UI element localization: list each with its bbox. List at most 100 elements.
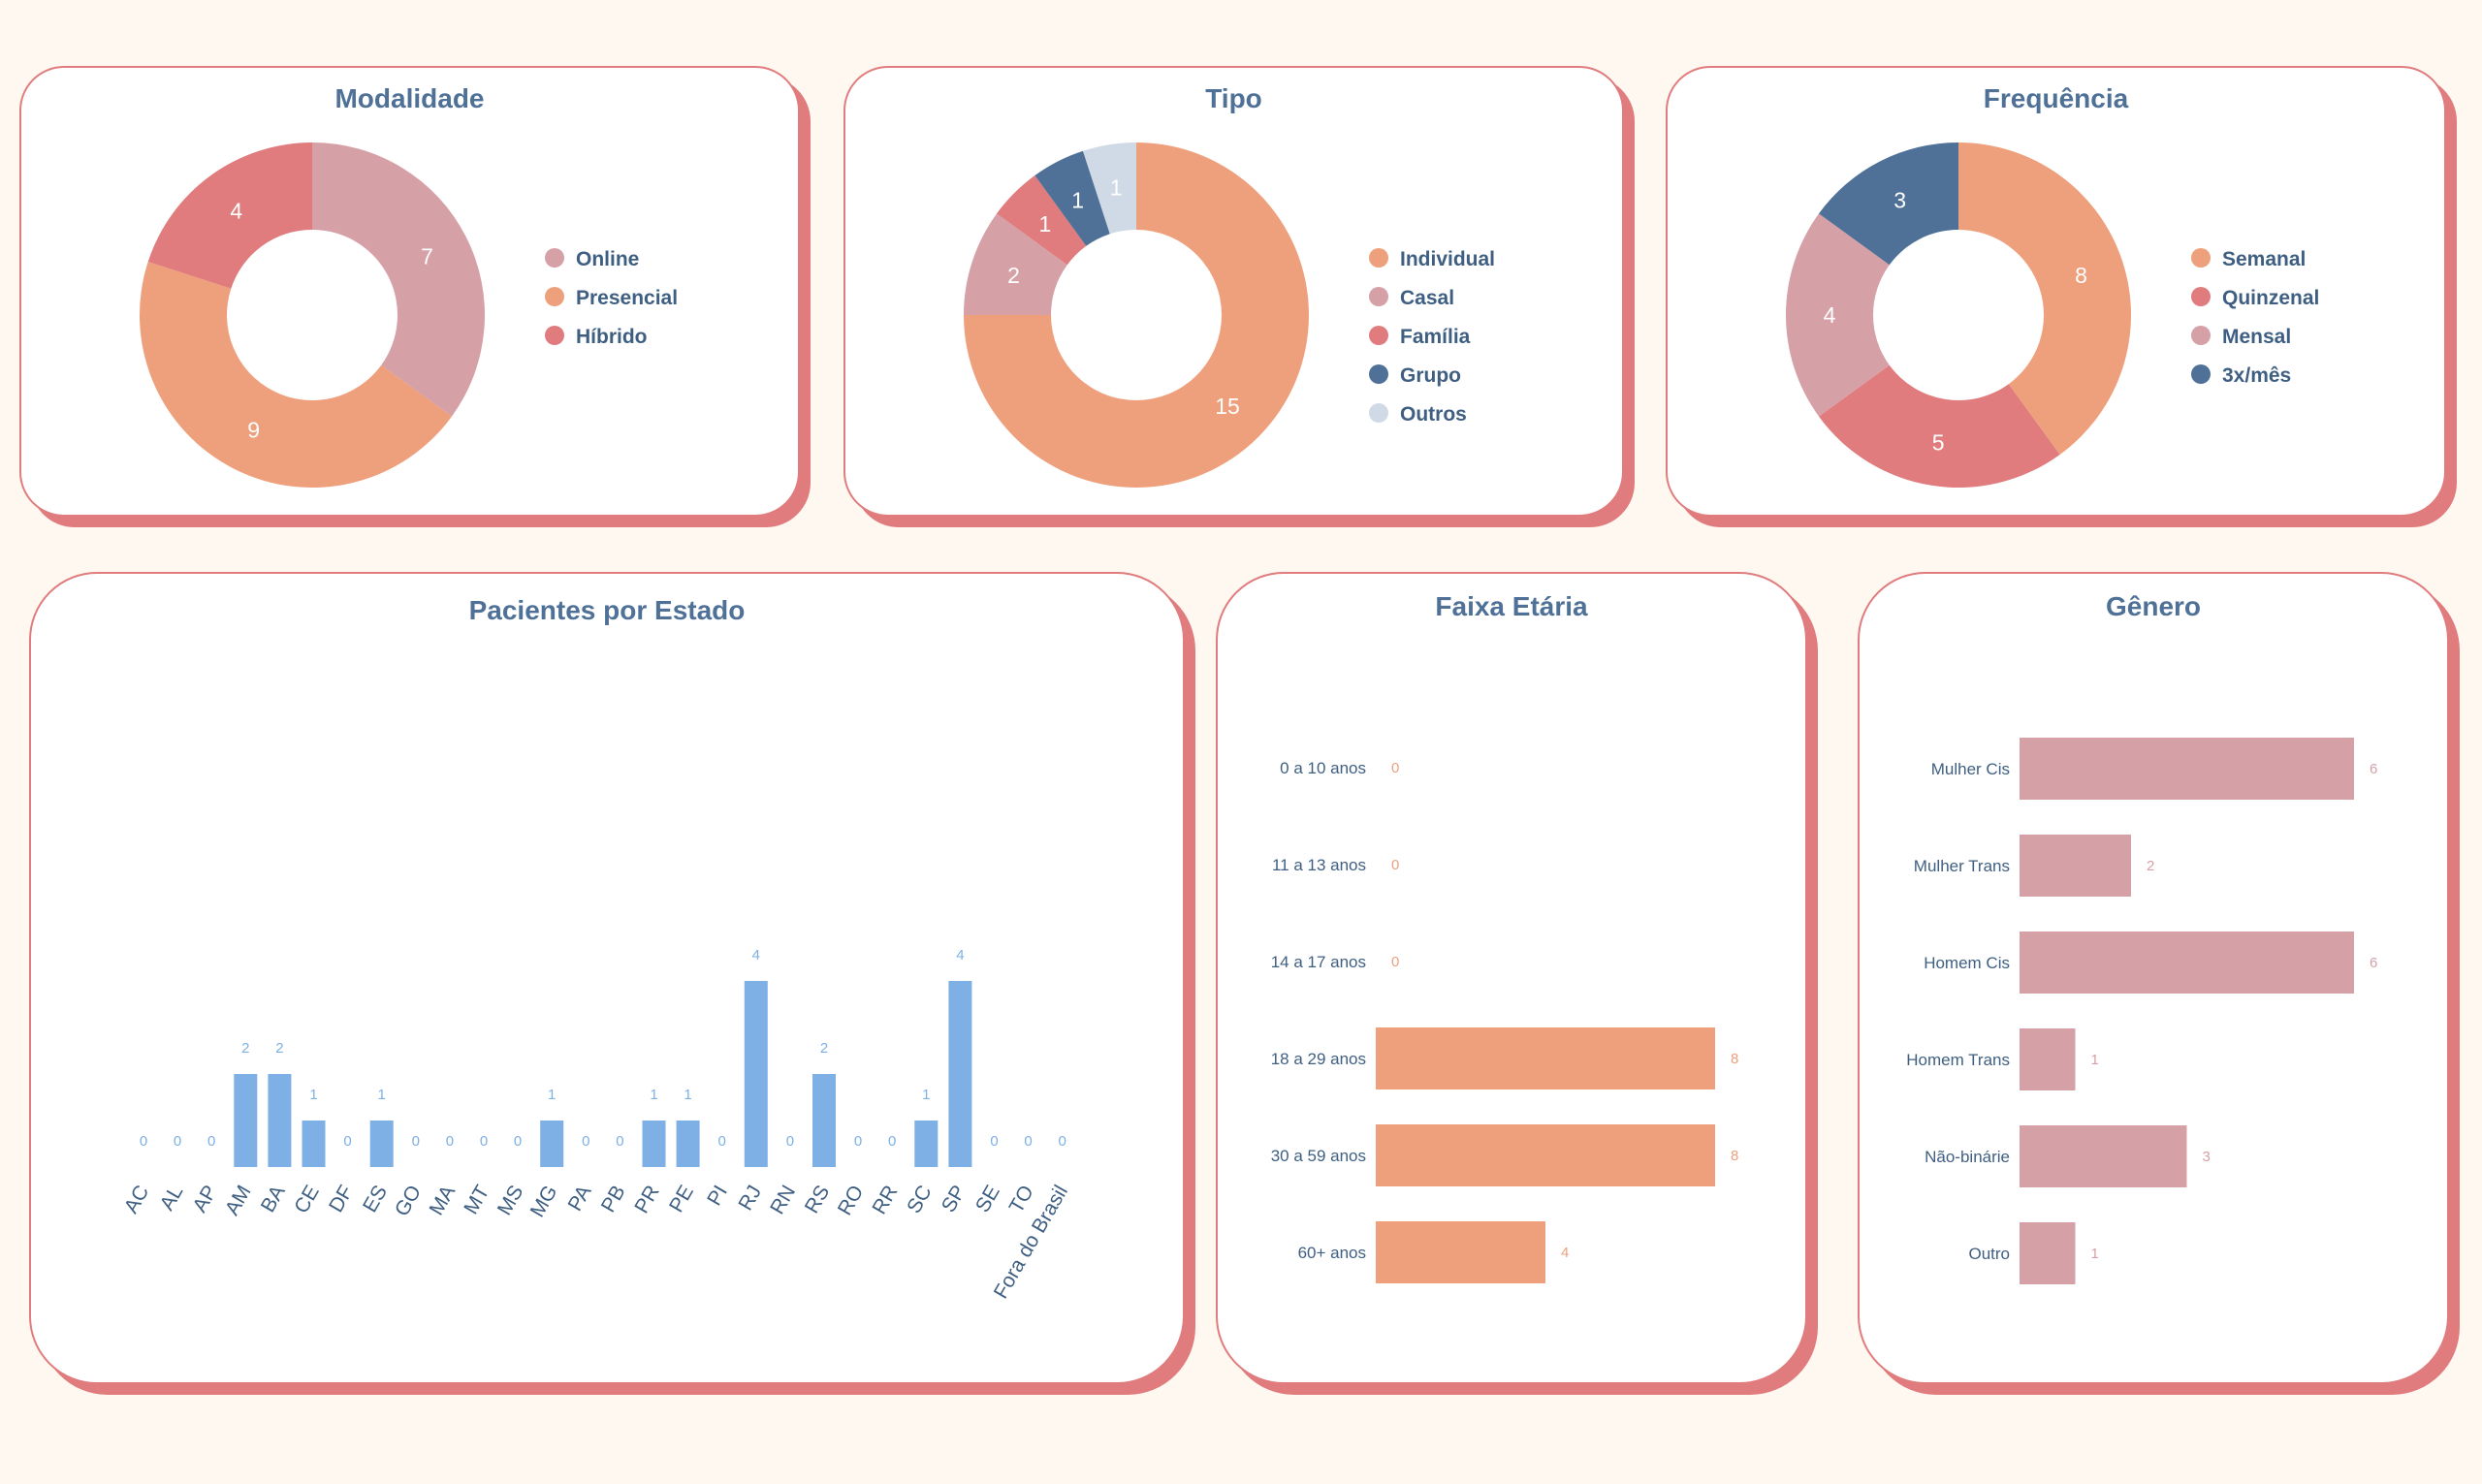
tipo-legend-label-grupo[interactable]: Grupo [1400, 364, 1461, 387]
genero-bar-mulher-trans[interactable] [2020, 835, 2131, 897]
estados-bar-rj[interactable] [744, 981, 768, 1167]
estados-value-rs: 2 [820, 1040, 828, 1057]
frequencia-slice-semanal[interactable] [1958, 142, 2131, 456]
faixa-value-14-a-17-anos: 0 [1391, 954, 1399, 970]
genero-bar-mulher-cis[interactable] [2020, 738, 2354, 800]
genero-bar-homem-trans[interactable] [2020, 1028, 2076, 1090]
estados-tick-sc: SC [903, 1182, 937, 1217]
frequencia-legend-label-quinzenal[interactable]: Quinzenal [2222, 287, 2319, 309]
frequencia-legend-label-3x-mes[interactable]: 3x/mês [2222, 364, 2291, 387]
frequencia-card: Frequência 8 5 4 3 Semanal Quinzenal Mensal 3x/… [1666, 66, 2446, 517]
estados-bar-mg[interactable] [540, 1121, 564, 1167]
tipo-legend-marker-grupo [1369, 364, 1388, 384]
genero-card: Gênero Mulher Cis 6 Mulher Trans 2 Homem Cis… [1858, 572, 2449, 1384]
estados-tick-df: DF [325, 1182, 358, 1216]
tipo-legend-label-individual[interactable]: Individual [1400, 248, 1495, 270]
estados-bar-sp[interactable] [948, 981, 972, 1167]
estados-tick-ce: CE [290, 1182, 324, 1217]
tipo-slice-label-individual: 15 [1215, 394, 1240, 419]
frequencia-slice-label-semanal: 8 [2075, 263, 2087, 288]
estados-value-am: 2 [241, 1040, 249, 1057]
estados-tick-am: AM [221, 1182, 256, 1219]
estados-bar-ce[interactable] [302, 1121, 326, 1167]
modalidade-slice-presencial[interactable] [140, 261, 453, 488]
estados-value-go: 0 [412, 1133, 420, 1150]
faixa-category-30-a-59-anos: 30 a 59 anos [1271, 1147, 1366, 1165]
tipo-legend-label-casal[interactable]: Casal [1400, 287, 1454, 309]
estados-value-to: 0 [1024, 1133, 1032, 1150]
frequencia-slice-mensal[interactable] [1786, 213, 1890, 417]
modalidade-slice-label-hibrido: 4 [230, 198, 242, 223]
modalidade-legend-label-presencial[interactable]: Presencial [576, 287, 678, 309]
faixa-bar-60-anos[interactable] [1376, 1221, 1545, 1283]
estados-value-rn: 0 [786, 1133, 794, 1150]
faixa-value-60-anos: 4 [1561, 1245, 1569, 1261]
genero-title: Gênero [2105, 591, 2202, 621]
estados-value-ro: 0 [854, 1133, 862, 1150]
genero-bar-homem-cis[interactable] [2020, 931, 2354, 994]
frequencia-legend-marker-semanal [2191, 248, 2211, 268]
faixa-category-11-a-13-anos: 11 a 13 anos [1272, 856, 1366, 874]
tipo-slice-individual[interactable] [964, 142, 1309, 488]
genero-bar-nao-binarie[interactable] [2020, 1125, 2187, 1187]
frequencia-slice-quinzenal[interactable] [1818, 364, 2060, 488]
estados-tick-rs: RS [801, 1182, 835, 1217]
faixa-bar-18-a-29-anos[interactable] [1376, 1027, 1715, 1089]
estados-value-pb: 0 [616, 1133, 623, 1150]
estados-tick-sp: SP [938, 1182, 971, 1216]
tipo-slice-familia[interactable] [996, 174, 1087, 266]
estados-tick-mg: MG [526, 1182, 562, 1221]
tipo-legend-marker-casal [1369, 287, 1388, 306]
estados-bar-sc[interactable] [914, 1121, 939, 1167]
estados-tick-rr: RR [868, 1182, 902, 1218]
genero-value-outro: 1 [2091, 1246, 2099, 1262]
tipo-slice-label-familia: 1 [1039, 211, 1052, 237]
faixa-value-30-a-59-anos: 8 [1731, 1148, 1738, 1164]
modalidade-slice-hibrido[interactable] [147, 142, 312, 289]
estados-tick-pr: PR [630, 1182, 664, 1217]
estados-bar-pr[interactable] [642, 1121, 666, 1167]
frequencia-title: Frequência [1983, 83, 2129, 113]
estados-tick-pa: PA [563, 1182, 595, 1215]
faixa-bar-30-a-59-anos[interactable] [1376, 1124, 1715, 1186]
genero-category-outro: Outro [1968, 1245, 2010, 1263]
estados-value-mg: 1 [548, 1087, 556, 1103]
frequencia-legend-marker-mensal [2191, 326, 2211, 345]
estados-tick-es: ES [359, 1182, 392, 1216]
estados-value-ba: 2 [275, 1040, 283, 1057]
faixa-value-11-a-13-anos: 0 [1391, 857, 1399, 873]
estados-tick-al: AL [156, 1182, 188, 1215]
faixa-title: Faixa Etária [1435, 591, 1588, 621]
estados-tick-rn: RN [766, 1182, 800, 1218]
estados-value-pe: 1 [684, 1087, 691, 1103]
genero-category-mulher-trans: Mulher Trans [1914, 857, 2010, 875]
faixa-value-0-a-10-anos: 0 [1391, 760, 1399, 776]
genero-category-homem-trans: Homem Trans [1906, 1051, 2010, 1069]
estados-bar-pe[interactable] [676, 1121, 700, 1167]
modalidade-title: Modalidade [334, 83, 485, 113]
modalidade-slice-online[interactable] [312, 142, 486, 417]
tipo-legend-label-familia[interactable]: Família [1400, 326, 1471, 348]
estados-tick-ac: AC [120, 1182, 154, 1217]
estados-bar-am[interactable] [234, 1074, 258, 1167]
estados-bar-ba[interactable] [268, 1074, 292, 1167]
frequencia-legend-label-semanal[interactable]: Semanal [2222, 248, 2306, 270]
estados-value-rj: 4 [752, 947, 760, 963]
estados-value-sp: 4 [956, 947, 964, 963]
modalidade-legend-label-online[interactable]: Online [576, 248, 639, 270]
estados-tick-pe: PE [665, 1182, 698, 1216]
frequencia-slice-3x-mes[interactable] [1818, 142, 1958, 266]
tipo-slice-grupo[interactable] [1034, 150, 1110, 246]
modalidade-legend-label-hibrido[interactable]: Híbrido [576, 326, 648, 348]
modalidade-slice-label-presencial: 9 [247, 418, 260, 443]
estados-bar-rs[interactable] [812, 1074, 836, 1167]
tipo-title: Tipo [1205, 83, 1262, 113]
estados-tick-ro: RO [834, 1182, 869, 1219]
estados-value-ce: 1 [309, 1087, 317, 1103]
frequencia-legend-label-mensal[interactable]: Mensal [2222, 326, 2291, 348]
tipo-slice-outros[interactable] [1082, 142, 1136, 235]
tipo-legend-label-outros[interactable]: Outros [1400, 403, 1467, 426]
genero-bar-outro[interactable] [2020, 1222, 2076, 1284]
estados-bar-es[interactable] [369, 1121, 394, 1167]
tipo-slice-casal[interactable] [964, 213, 1067, 315]
